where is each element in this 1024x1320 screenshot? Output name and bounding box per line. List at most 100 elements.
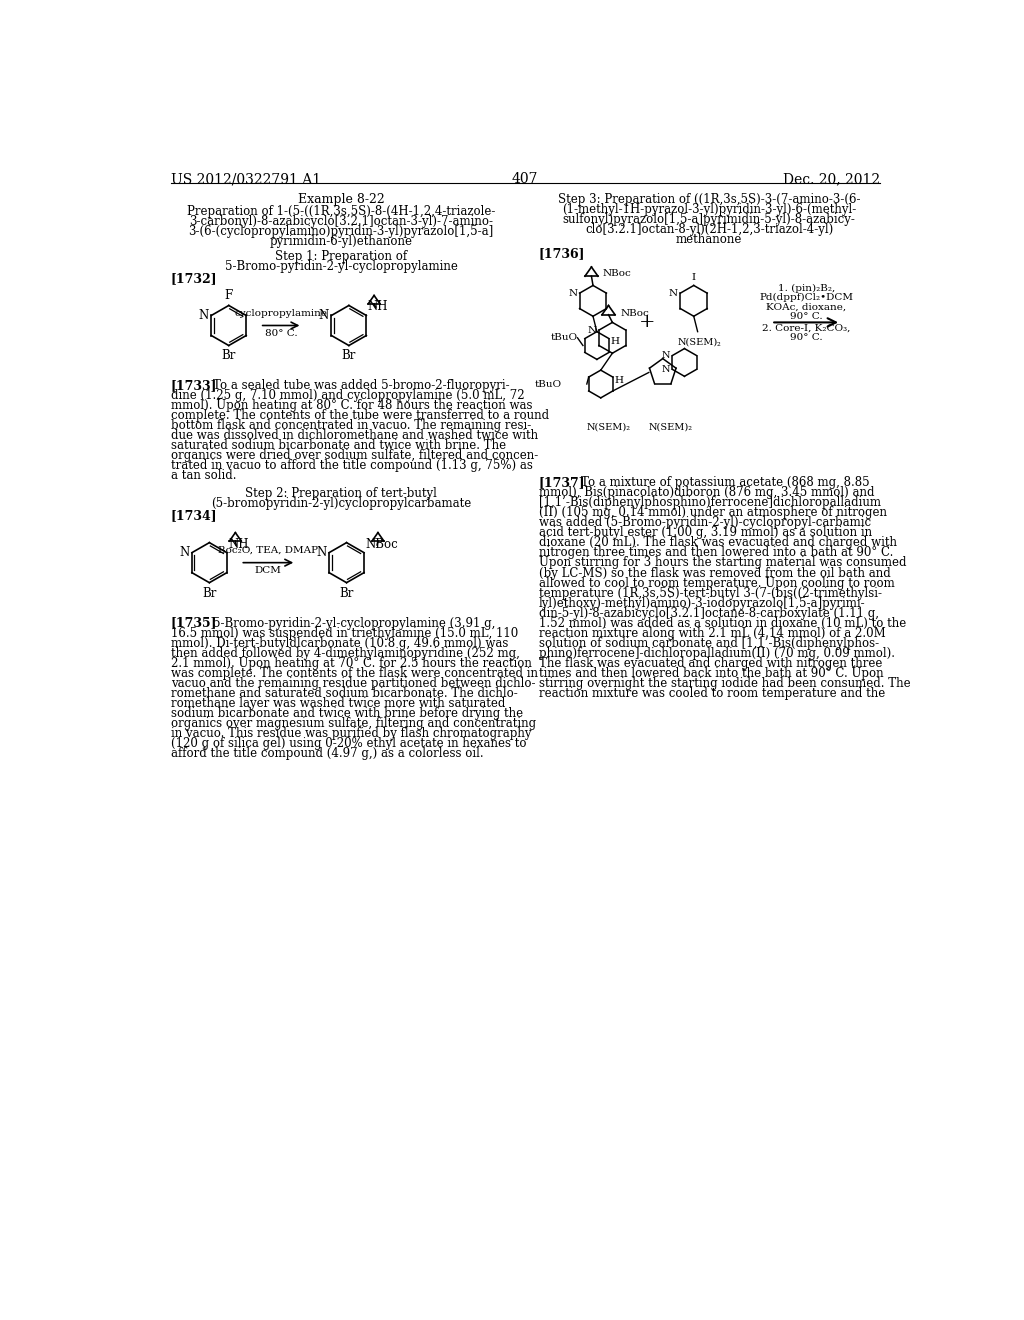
Text: sodium bicarbonate and twice with brine before drying the: sodium bicarbonate and twice with brine …	[171, 706, 522, 719]
Text: N(SEM)₂: N(SEM)₂	[648, 422, 692, 432]
Text: a tan solid.: a tan solid.	[171, 470, 237, 483]
Text: nitrogen three times and then lowered into a bath at 90° C.: nitrogen three times and then lowered in…	[539, 546, 893, 560]
Text: I: I	[691, 273, 696, 281]
Text: reaction mixture along with 2.1 mL (4.14 mmol) of a 2.0M: reaction mixture along with 2.1 mL (4.14…	[539, 627, 886, 640]
Text: N(SEM)₂: N(SEM)₂	[587, 422, 631, 432]
Text: 407: 407	[512, 173, 538, 186]
Text: trated in vacuo to afford the title compound (1.13 g, 75%) as: trated in vacuo to afford the title comp…	[171, 459, 532, 473]
Text: N: N	[662, 364, 670, 374]
Text: N: N	[588, 326, 597, 334]
Text: dine (1.25 g, 7.10 mmol) and cyclopropylamine (5.0 mL, 72: dine (1.25 g, 7.10 mmol) and cyclopropyl…	[171, 389, 524, 403]
Text: 1.52 mmol) was added as a solution in dioxane (10 mL) to the: 1.52 mmol) was added as a solution in di…	[539, 616, 906, 630]
Text: N(SEM): N(SEM)	[678, 338, 718, 347]
Text: To a mixture of potassium acetate (868 mg, 8.85: To a mixture of potassium acetate (868 m…	[582, 477, 870, 490]
Text: mmol). Upon heating at 80° C. for 48 hours the reaction was: mmol). Upon heating at 80° C. for 48 hou…	[171, 400, 532, 412]
Text: KOAc, dioxane,: KOAc, dioxane,	[766, 302, 846, 312]
Text: Dec. 20, 2012: Dec. 20, 2012	[782, 173, 880, 186]
Text: H: H	[611, 337, 620, 346]
Text: Boc₂O, TEA, DMAP: Boc₂O, TEA, DMAP	[218, 546, 318, 554]
Text: was complete. The contents of the flask were concentrated in: was complete. The contents of the flask …	[171, 667, 538, 680]
Text: NBoc: NBoc	[366, 539, 398, 552]
Text: temperature (1R,3s,5S)-tert-butyl 3-(7-(bis((2-trimethylsi-: temperature (1R,3s,5S)-tert-butyl 3-(7-(…	[539, 586, 882, 599]
Text: [1734]: [1734]	[171, 510, 217, 523]
Text: 1. (pin)₂B₂,: 1. (pin)₂B₂,	[777, 284, 835, 293]
Text: [1733]: [1733]	[171, 379, 217, 392]
Text: bottom flask and concentrated in vacuo. The remaining resi-: bottom flask and concentrated in vacuo. …	[171, 420, 530, 433]
Text: romethane layer was washed twice more with saturated: romethane layer was washed twice more wi…	[171, 697, 505, 710]
Text: +: +	[639, 313, 655, 331]
Text: [1,1’-Bis(diphenylphosphino)ferrocene]dichloropalladium: [1,1’-Bis(diphenylphosphino)ferrocene]di…	[539, 496, 881, 510]
Text: mmol), Bis(pinacolato)diboron (876 mg, 3.45 mmol) and: mmol), Bis(pinacolato)diboron (876 mg, 3…	[539, 487, 874, 499]
Text: was added (5-Bromo-pyridin-2-yl)-cyclopropyl-carbamic: was added (5-Bromo-pyridin-2-yl)-cyclopr…	[539, 516, 870, 529]
Text: sulfonyl)pyrazolo[1,5-a]pyrimidin-5-yl)-8-azabicy-: sulfonyl)pyrazolo[1,5-a]pyrimidin-5-yl)-…	[563, 213, 856, 226]
Text: ₂: ₂	[717, 339, 721, 348]
Text: (120 g of silica gel) using 0-20% ethyl acetate in hexanes to: (120 g of silica gel) using 0-20% ethyl …	[171, 737, 526, 750]
Text: romethane and saturated sodium bicarbonate. The dichlo-: romethane and saturated sodium bicarbona…	[171, 686, 517, 700]
Text: Step 3: Preparation of ((1R,3s,5S)-3-(7-amino-3-(6-: Step 3: Preparation of ((1R,3s,5S)-3-(7-…	[558, 193, 860, 206]
Text: tBuO: tBuO	[535, 380, 562, 388]
Text: 90° C.: 90° C.	[790, 333, 822, 342]
Text: stirring overnight the starting iodide had been consumed. The: stirring overnight the starting iodide h…	[539, 677, 910, 689]
Text: NBoc: NBoc	[602, 269, 631, 277]
Text: afford the title compound (4.97 g,) as a colorless oil.: afford the title compound (4.97 g,) as a…	[171, 747, 483, 760]
Text: pyrimidin-6-yl)ethanone: pyrimidin-6-yl)ethanone	[269, 235, 413, 248]
Text: reaction mixture was cooled to room temperature and the: reaction mixture was cooled to room temp…	[539, 686, 885, 700]
Text: Br: Br	[221, 350, 236, 363]
Text: lyl)ethoxy)-methyl)amino)-3-iodopyrazolo[1,5-a]pyrimi-: lyl)ethoxy)-methyl)amino)-3-iodopyrazolo…	[539, 597, 865, 610]
Text: [1736]: [1736]	[539, 247, 586, 260]
Text: (by LC-MS) so the flask was removed from the oil bath and: (by LC-MS) so the flask was removed from…	[539, 566, 891, 579]
Text: DCM: DCM	[255, 566, 282, 574]
Text: (II) (105 mg, 0.14 mmol) under an atmosphere of nitrogen: (II) (105 mg, 0.14 mmol) under an atmosp…	[539, 507, 887, 520]
Text: NH: NH	[368, 300, 388, 313]
Text: then added followed by 4-dimethylaminopyridine (252 mg,: then added followed by 4-dimethylaminopy…	[171, 647, 519, 660]
Text: methanone: methanone	[676, 234, 742, 246]
Text: [1737]: [1737]	[539, 477, 586, 490]
Text: 80° C.: 80° C.	[265, 329, 297, 338]
Text: Step 1: Preparation of: Step 1: Preparation of	[275, 249, 408, 263]
Text: 2.1 mmol). Upon heating at 70° C. for 2.5 hours the reaction: 2.1 mmol). Upon heating at 70° C. for 2.…	[171, 656, 531, 669]
Text: Step 2: Preparation of tert-butyl: Step 2: Preparation of tert-butyl	[245, 487, 437, 500]
Text: 2. Core-I, K₂CO₃,: 2. Core-I, K₂CO₃,	[762, 323, 850, 333]
Text: NBoc: NBoc	[621, 309, 649, 318]
Text: N: N	[316, 546, 327, 560]
Text: 5-Bromo-pyridin-2-yl-cyclopropylamine: 5-Bromo-pyridin-2-yl-cyclopropylamine	[224, 260, 458, 273]
Text: The flask was evacuated and charged with nitrogen three: The flask was evacuated and charged with…	[539, 656, 882, 669]
Text: 3-carbonyl)-8-azabicyclo[3.2.1]octan-3-yl)-7-amino-: 3-carbonyl)-8-azabicyclo[3.2.1]octan-3-y…	[189, 215, 494, 228]
Text: NH: NH	[228, 539, 249, 552]
Text: H: H	[614, 376, 624, 384]
Text: organics over magnesium sulfate, filtering and concentrating: organics over magnesium sulfate, filteri…	[171, 717, 536, 730]
Text: US 2012/0322791 A1: US 2012/0322791 A1	[171, 173, 321, 186]
Text: allowed to cool to room temperature. Upon cooling to room: allowed to cool to room temperature. Upo…	[539, 577, 895, 590]
Text: acid tert-butyl ester (1.00 g, 3.19 mmol) as a solution in: acid tert-butyl ester (1.00 g, 3.19 mmol…	[539, 527, 871, 540]
Text: To a sealed tube was added 5-bromo-2-fluoropyri-: To a sealed tube was added 5-bromo-2-flu…	[213, 379, 510, 392]
Text: vacuo and the remaining residue partitioned between dichlo-: vacuo and the remaining residue partitio…	[171, 677, 536, 689]
Text: Example 8-22: Example 8-22	[298, 193, 384, 206]
Text: tBuO: tBuO	[550, 334, 578, 342]
Text: [1735]: [1735]	[171, 616, 217, 630]
Text: mmol). Di-tert-butyldlcarbonate (10.8 g, 49.6 mmol) was: mmol). Di-tert-butyldlcarbonate (10.8 g,…	[171, 636, 508, 649]
Text: organics were dried over sodium sulfate, filtered and concen-: organics were dried over sodium sulfate,…	[171, 449, 538, 462]
Text: [1732]: [1732]	[171, 272, 217, 285]
Text: N: N	[662, 351, 670, 360]
Text: Br: Br	[342, 350, 356, 363]
Text: 5-Bromo-pyridin-2-yl-cyclopropylamine (3.91 g,: 5-Bromo-pyridin-2-yl-cyclopropylamine (3…	[213, 616, 496, 630]
Text: N: N	[318, 309, 329, 322]
Text: cyclopropylamine: cyclopropylamine	[234, 309, 328, 318]
Text: dioxane (20 mL). The flask was evacuated and charged with: dioxane (20 mL). The flask was evacuated…	[539, 536, 897, 549]
Text: in vacuo. This residue was purified by flash chromatography: in vacuo. This residue was purified by f…	[171, 726, 531, 739]
Text: clo[3.2.1]octan-8-yl)(2H-1,2,3-triazol-4-yl): clo[3.2.1]octan-8-yl)(2H-1,2,3-triazol-4…	[585, 223, 834, 236]
Text: din-5-yl)-8-azabicyclo[3.2.1]octane-8-carboxylate (1.11 g,: din-5-yl)-8-azabicyclo[3.2.1]octane-8-ca…	[539, 607, 879, 619]
Text: N: N	[669, 289, 678, 297]
Text: Br: Br	[339, 586, 353, 599]
Text: Pd(dppf)Cl₂•DCM: Pd(dppf)Cl₂•DCM	[759, 293, 853, 302]
Text: Preparation of 1-(5-((1R,3s,5S)-8-(4H-1,2,4-triazole-: Preparation of 1-(5-((1R,3s,5S)-8-(4H-1,…	[187, 206, 496, 218]
Text: F: F	[224, 289, 232, 302]
Text: N: N	[199, 309, 209, 322]
Text: Br: Br	[202, 586, 216, 599]
Text: saturated sodium bicarbonate and twice with brine. The: saturated sodium bicarbonate and twice w…	[171, 440, 506, 453]
Text: due was dissolved in dichloromethane and washed twice with: due was dissolved in dichloromethane and…	[171, 429, 538, 442]
Text: 90° C.: 90° C.	[790, 312, 822, 321]
Text: N: N	[179, 546, 189, 560]
Text: 16.5 mmol) was suspended in triethylamine (15.0 mL, 110: 16.5 mmol) was suspended in triethylamin…	[171, 627, 518, 640]
Text: N: N	[568, 289, 578, 297]
